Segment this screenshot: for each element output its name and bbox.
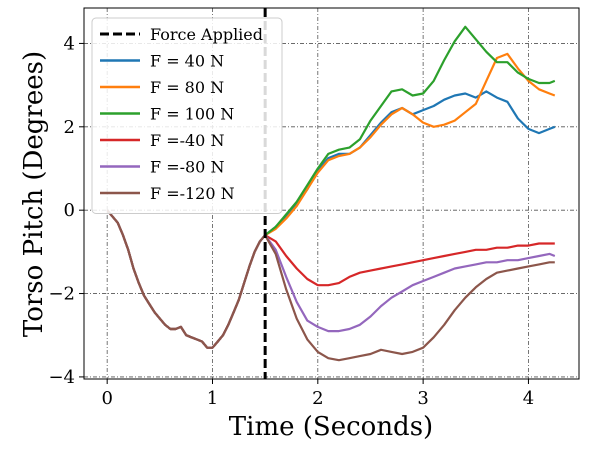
series-baseline-line <box>106 209 266 349</box>
legend: Force Applied F = 40 N F = 80 N F = 100 N F … <box>91 17 283 214</box>
series-line <box>264 52 556 237</box>
legend-label: F =-120 N <box>150 184 235 203</box>
y-tick-label: 0 <box>64 200 75 221</box>
series-line <box>264 234 555 362</box>
plot-frame <box>83 7 580 380</box>
axis-ticks: 0 1 2 3 4 −4 −2 0 2 4 <box>48 33 534 409</box>
y-tick-label: 2 <box>64 117 75 138</box>
x-tick-label: 3 <box>417 388 428 409</box>
x-axis-label: Time (Seconds) <box>229 412 433 442</box>
y-tick-label: −4 <box>48 367 75 388</box>
y-axis-label: Torso Pitch (Degrees) <box>19 51 49 337</box>
x-tick-label: 4 <box>523 388 534 409</box>
series-line <box>264 234 556 333</box>
legend-label: F = 40 N <box>150 52 224 71</box>
legend-label: F = 100 N <box>150 105 234 124</box>
series-lines <box>106 25 556 362</box>
legend-label: F =-80 N <box>150 158 224 177</box>
legend-box <box>91 17 283 214</box>
y-tick-label: 4 <box>64 33 75 54</box>
legend-label: F =-40 N <box>150 131 224 150</box>
x-tick-label: 0 <box>101 388 112 409</box>
x-tick-label: 1 <box>207 388 218 409</box>
legend-label: F = 80 N <box>150 78 224 97</box>
legend-label: Force Applied <box>150 25 263 44</box>
series-line <box>264 25 556 237</box>
y-tick-label: −2 <box>48 284 75 305</box>
x-tick-label: 2 <box>312 388 323 409</box>
series-line <box>264 234 555 287</box>
